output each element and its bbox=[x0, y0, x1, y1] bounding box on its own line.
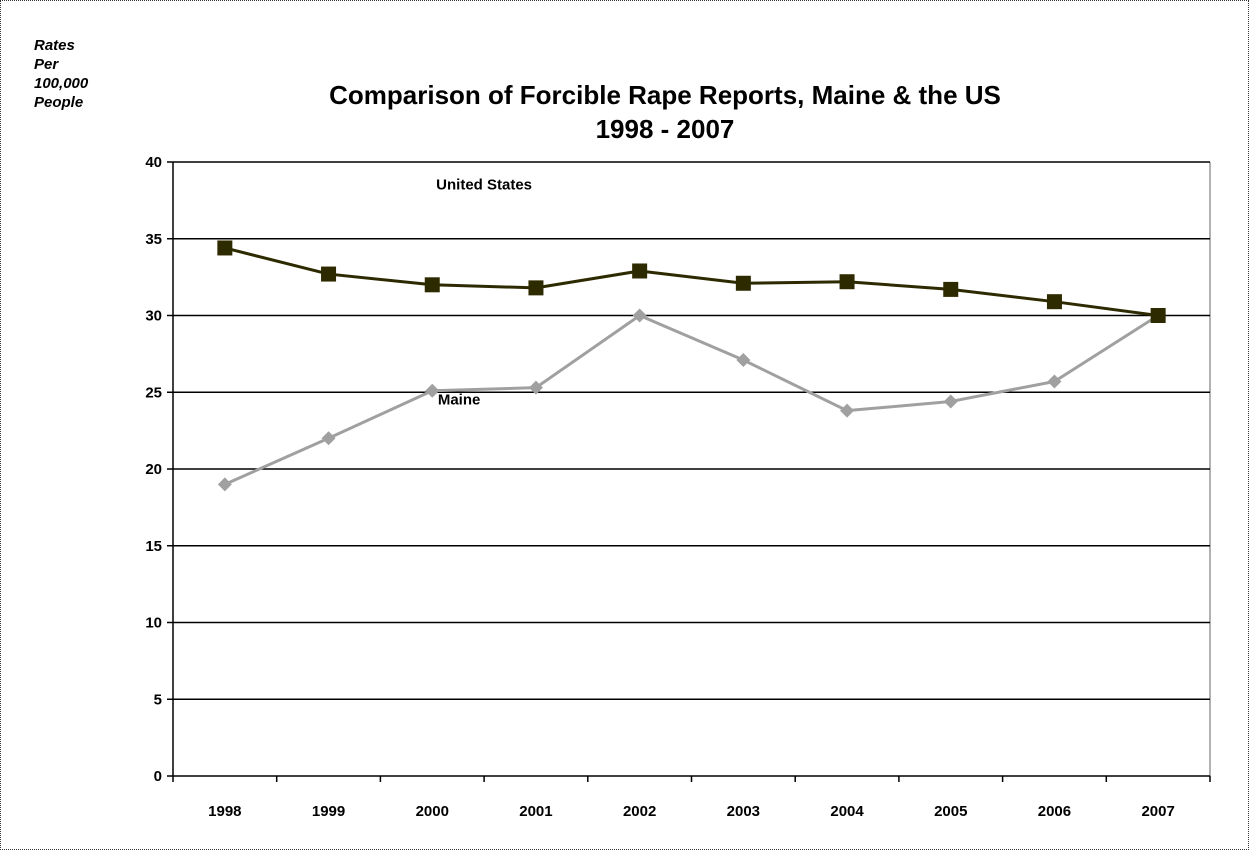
data-point-united-states-2003 bbox=[735, 275, 751, 291]
x-tick-label-2004: 2004 bbox=[830, 803, 864, 820]
data-point-maine-2006 bbox=[1047, 374, 1062, 389]
data-point-united-states-2006 bbox=[1046, 294, 1062, 310]
chart-title-block: Comparison of Forcible Rape Reports, Mai… bbox=[200, 78, 1130, 146]
x-tick-label-2006: 2006 bbox=[1038, 803, 1071, 820]
data-point-maine-1998 bbox=[217, 477, 232, 492]
y-tick-label-35: 35 bbox=[145, 231, 162, 248]
data-point-maine-2003 bbox=[736, 353, 751, 368]
y-tick-label-0: 0 bbox=[154, 768, 162, 785]
y-tick-label-15: 15 bbox=[145, 538, 162, 555]
data-point-united-states-2002 bbox=[632, 263, 648, 279]
data-point-united-states-1999 bbox=[321, 266, 337, 282]
y-tick-label-20: 20 bbox=[145, 461, 162, 478]
y-axis-label-line-2: Per bbox=[34, 56, 59, 73]
x-tick-label-2001: 2001 bbox=[519, 803, 552, 820]
y-tick-label-10: 10 bbox=[145, 615, 162, 632]
x-tick-label-1999: 1999 bbox=[312, 803, 345, 820]
y-tick-label-30: 30 bbox=[145, 308, 162, 325]
data-point-united-states-2005 bbox=[943, 281, 959, 297]
y-axis-label-line-3: 100,000 bbox=[34, 75, 89, 92]
x-tick-label-2002: 2002 bbox=[623, 803, 656, 820]
data-point-maine-2004 bbox=[840, 403, 855, 418]
x-tick-label-2005: 2005 bbox=[934, 803, 967, 820]
data-point-united-states-2007 bbox=[1150, 308, 1166, 323]
data-point-united-states-2000 bbox=[424, 277, 440, 293]
data-point-united-states-2004 bbox=[839, 274, 855, 290]
series-line-maine bbox=[224, 314, 1159, 486]
series-label-maine: Maine bbox=[438, 392, 481, 409]
y-axis-label: Rates Per 100,000 People bbox=[34, 36, 88, 112]
x-tick-label-2000: 2000 bbox=[416, 803, 449, 820]
data-point-maine-2000 bbox=[425, 383, 440, 398]
series-label-united-states: United States bbox=[436, 177, 532, 194]
y-tick-label-25: 25 bbox=[145, 384, 162, 401]
data-point-maine-2002 bbox=[632, 308, 647, 323]
y-axis-label-line-1: Rates bbox=[34, 37, 75, 54]
data-point-maine-1999 bbox=[321, 431, 336, 446]
chart-title: Comparison of Forcible Rape Reports, Mai… bbox=[329, 80, 1001, 110]
x-tick-label-2007: 2007 bbox=[1141, 803, 1174, 820]
data-point-united-states-1998 bbox=[217, 240, 233, 256]
data-point-maine-2005 bbox=[943, 394, 958, 409]
y-tick-label-5: 5 bbox=[154, 691, 162, 708]
data-point-united-states-2001 bbox=[528, 280, 544, 296]
x-tick-label-1998: 1998 bbox=[208, 803, 241, 820]
data-point-maine-2001 bbox=[528, 380, 543, 395]
x-tick-label-2003: 2003 bbox=[727, 803, 760, 820]
y-axis-label-line-4: People bbox=[34, 94, 84, 111]
series-line-united-states bbox=[224, 246, 1159, 317]
y-tick-label-40: 40 bbox=[145, 154, 162, 171]
chart-subtitle: 1998 - 2007 bbox=[595, 114, 735, 144]
